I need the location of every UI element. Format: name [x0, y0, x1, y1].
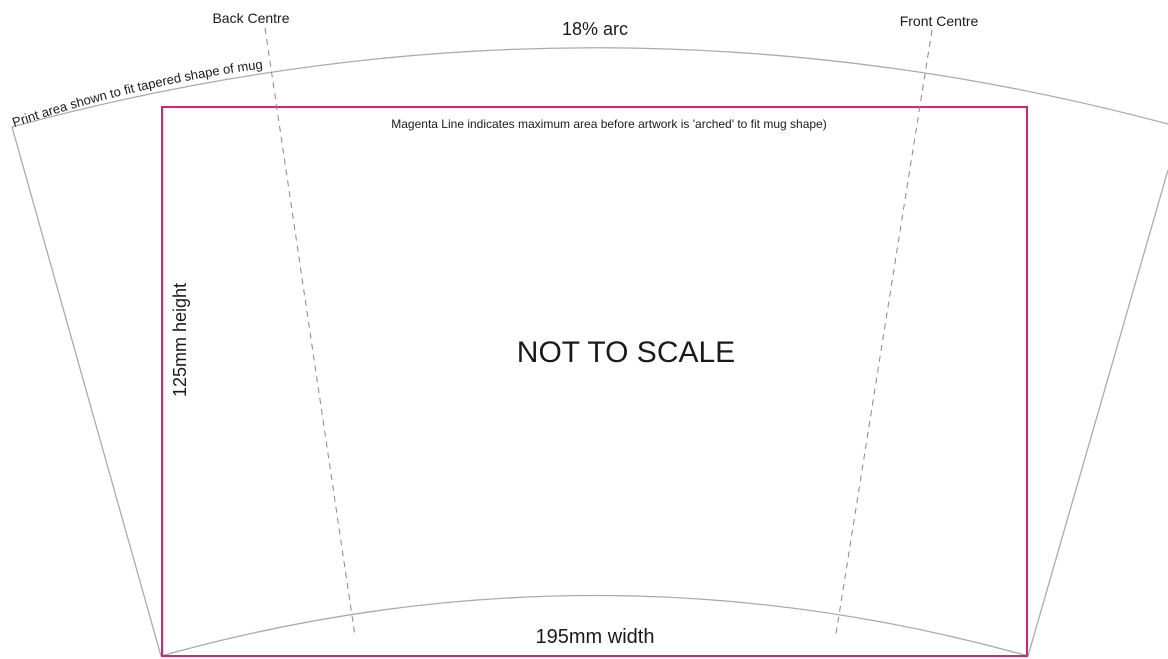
- front-centre-guide: [835, 29, 933, 635]
- back-centre-guide: [264, 27, 356, 637]
- arc-label: 18% arc: [562, 19, 628, 39]
- front-centre-label: Front Centre: [900, 13, 979, 29]
- magenta-max-area-rect: [161, 106, 1028, 657]
- not-to-scale-label: NOT TO SCALE: [517, 336, 735, 369]
- print-area-note: Print area shown to fit tapered shape of…: [10, 57, 263, 130]
- back-centre-label: Back Centre: [212, 10, 289, 26]
- width-label: 195mm width: [536, 626, 655, 648]
- height-label: 125mm height: [170, 283, 190, 397]
- magenta-line-note: Magenta Line indicates maximum area befo…: [391, 117, 826, 131]
- tapered-print-area-outline: [11, 47, 1168, 657]
